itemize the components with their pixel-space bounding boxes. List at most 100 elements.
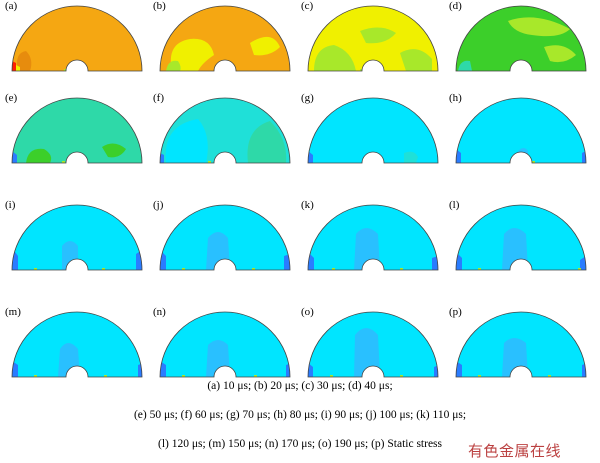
stress-field-base [12, 312, 142, 377]
contour-panel: (b) [152, 0, 298, 91]
node-marker [332, 268, 335, 270]
stress-contour-region [456, 361, 462, 377]
stress-contour-region [160, 361, 166, 377]
contour-panel: (a) [4, 0, 150, 91]
plot-outline [159, 204, 291, 271]
node-marker [34, 375, 37, 377]
stress-contour-region [12, 61, 16, 71]
plot-outline [159, 5, 291, 72]
stress-contour-region [544, 45, 576, 63]
stress-contour-region [17, 51, 32, 71]
stress-contour-region [502, 338, 528, 377]
node-marker [182, 268, 185, 270]
caption-line-3: (l) 120 μs; (m) 150 μs; (n) 170 μs; (o) … [157, 438, 443, 450]
stress-contour-region [206, 232, 230, 270]
contour-panel: (o) [300, 306, 446, 397]
panel-label: (n) [153, 306, 166, 318]
contour-panel: (f) [152, 92, 298, 183]
panel-label: (c) [301, 0, 314, 12]
stress-field-base [456, 98, 586, 163]
node-marker [360, 69, 363, 71]
stress-contour-region [400, 49, 432, 71]
half-annulus-plot [11, 5, 143, 72]
stress-contour-region [582, 151, 586, 163]
half-annulus-plot [159, 5, 291, 72]
plot-outline [307, 311, 439, 378]
stress-contour-region [314, 45, 356, 71]
node-marker [254, 375, 257, 377]
node-marker [330, 375, 333, 377]
stress-contour-region [26, 148, 52, 163]
half-annulus-plot [307, 311, 439, 378]
contour-panel: (d) [448, 0, 594, 91]
half-annulus-plot [455, 311, 587, 378]
stress-contour-region [286, 363, 290, 377]
node-marker [478, 268, 481, 270]
node-marker [532, 161, 535, 163]
half-annulus-plot [11, 97, 143, 164]
panel-label: (p) [449, 306, 462, 318]
stress-field-base [12, 6, 142, 71]
node-marker [102, 268, 105, 270]
node-marker [208, 161, 211, 163]
panel-label: (b) [153, 0, 166, 12]
stress-contour-region [354, 228, 380, 270]
panel-label: (d) [449, 0, 462, 12]
stress-contour-region [166, 60, 181, 71]
panel-label: (l) [449, 199, 460, 211]
stress-contour-region [432, 256, 438, 270]
stress-field-base [456, 6, 586, 71]
plot-outline [11, 5, 143, 72]
stress-contour-region [58, 343, 80, 377]
stress-contour-region [250, 36, 280, 56]
node-marker [252, 268, 255, 270]
caption-line-1: (a) 10 μs; (b) 20 μs; (c) 30 μs; (d) 40 … [207, 380, 393, 392]
plot-outline [11, 97, 143, 164]
panel-label: (o) [301, 306, 314, 318]
contour-panel: (n) [152, 306, 298, 397]
stress-contour-region [160, 153, 164, 163]
plot-outline [307, 5, 439, 72]
stress-contour-region [354, 328, 380, 377]
half-annulus-plot [307, 97, 439, 164]
half-annulus-plot [307, 5, 439, 72]
plot-outline [307, 204, 439, 271]
contour-panel: (i) [4, 199, 150, 290]
stress-contour-region [170, 38, 214, 71]
half-annulus-plot [159, 204, 291, 271]
stress-contour-region [580, 256, 586, 270]
stress-field-base [12, 205, 142, 270]
contour-panel: (e) [4, 92, 150, 183]
half-annulus-plot [455, 5, 587, 72]
panel-label: (e) [5, 92, 18, 104]
half-annulus-plot [11, 311, 143, 378]
plot-outline [455, 5, 587, 72]
stress-contour-region [62, 241, 78, 270]
panel-label: (a) [5, 0, 18, 12]
stress-contour-region [518, 148, 528, 163]
plot-outline [159, 97, 291, 164]
stress-contour-region [458, 60, 472, 71]
plot-outline [11, 204, 143, 271]
node-marker [400, 375, 403, 377]
panel-label: (k) [301, 199, 314, 211]
stress-field-base [308, 98, 438, 163]
stress-contour-region [582, 363, 586, 377]
panel-label: (j) [153, 199, 164, 211]
half-annulus-plot [159, 97, 291, 164]
panel-label: (i) [5, 199, 16, 211]
contour-panel: (m) [4, 306, 150, 397]
node-marker [182, 375, 185, 377]
stress-contour-region [12, 361, 18, 377]
contour-panel: (h) [448, 92, 594, 183]
plot-outline [307, 97, 439, 164]
stress-contour-region [138, 363, 142, 377]
plot-outline [455, 204, 587, 271]
stress-contour-region [12, 151, 17, 163]
node-marker [548, 375, 551, 377]
stress-contour-region [284, 254, 290, 270]
node-marker [34, 268, 37, 270]
stress-contour-region [206, 340, 230, 377]
contour-panel: (l) [448, 199, 594, 290]
panel-label: (g) [301, 92, 314, 104]
